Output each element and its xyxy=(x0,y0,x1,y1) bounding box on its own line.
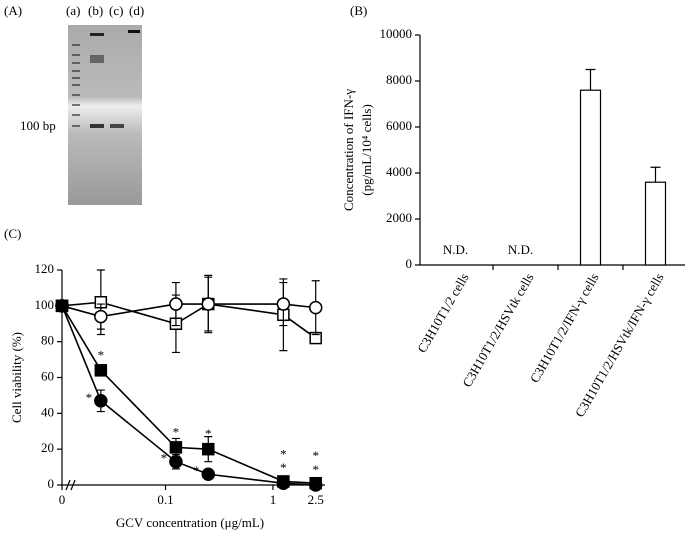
lane-label: (b) xyxy=(88,3,103,18)
y-tick-label: 100 xyxy=(35,297,55,312)
y-tick-label: 0 xyxy=(48,476,55,491)
lane-label: (c) xyxy=(109,3,123,18)
y-tick-label: 6000 xyxy=(386,118,412,133)
band xyxy=(90,55,104,63)
significance-label: * xyxy=(280,446,287,461)
band xyxy=(128,30,140,33)
marker xyxy=(94,364,108,377)
ladder xyxy=(72,44,80,127)
gel-panel: (A) (a) (b) (c) (d) 100 bp xyxy=(4,3,144,205)
panel-label: (C) xyxy=(4,226,21,241)
bar xyxy=(644,181,667,266)
x-tick-label: C3H10T1/2/HSVtk cells xyxy=(459,270,536,389)
value-label: N.D. xyxy=(508,242,533,257)
band xyxy=(90,124,104,128)
significance-label: * xyxy=(161,451,168,466)
x-tick-label: 2.5 xyxy=(308,492,324,507)
y-tick-label: 10000 xyxy=(380,26,413,41)
x-tick-label: C3H10T1/2 cells xyxy=(414,270,472,355)
marker xyxy=(94,394,108,408)
x-tick-label: 0.1 xyxy=(157,492,173,507)
significance-label: * xyxy=(205,426,212,441)
significance-label: * xyxy=(98,347,105,362)
error-bar xyxy=(650,166,661,183)
y-tick-label: 8000 xyxy=(386,72,412,87)
y-tick-label: 20 xyxy=(41,440,54,455)
y-tick-label: 2000 xyxy=(386,210,412,225)
marker xyxy=(169,441,183,454)
y-axis-label: Cell viability (%) xyxy=(9,332,24,423)
y-axis-label: (pg/mL/10⁴ cells) xyxy=(359,104,374,196)
bar xyxy=(579,89,602,266)
x-tick-label: 0 xyxy=(59,492,66,507)
significance-label: * xyxy=(280,460,287,475)
x-tick-label: C3H10T1/2/IFN-γ cells xyxy=(527,270,602,385)
marker xyxy=(201,467,216,481)
panel-label: (B) xyxy=(350,3,367,18)
significance-label: * xyxy=(173,424,180,439)
gel-image xyxy=(68,25,142,205)
marker xyxy=(169,297,183,311)
error-bar xyxy=(585,68,596,91)
significance-label: * xyxy=(312,448,319,463)
significance-label: * xyxy=(193,463,200,478)
y-tick-label: 40 xyxy=(41,404,54,419)
y-axis-label: Concentration of IFN-γ xyxy=(341,89,356,211)
band xyxy=(90,33,104,36)
y-tick-label: 60 xyxy=(41,368,54,383)
panel-label: (A) xyxy=(4,3,22,18)
significance-label: * xyxy=(312,462,319,477)
lane-label: (d) xyxy=(129,3,144,18)
marker xyxy=(201,297,216,311)
marker xyxy=(94,309,108,324)
y-tick-label: 120 xyxy=(35,261,55,276)
value-label: N.D. xyxy=(443,242,468,257)
marker-label: 100 bp xyxy=(20,118,56,133)
marker xyxy=(169,454,183,469)
x-axis-label: GCV concentration (μg/mL) xyxy=(116,515,264,530)
y-tick-label: 0 xyxy=(406,256,413,271)
marker xyxy=(276,297,291,311)
y-tick-label: 4000 xyxy=(386,164,412,179)
axis-break xyxy=(65,479,76,491)
band xyxy=(110,124,124,128)
marker xyxy=(308,478,323,492)
lane-label: (a) xyxy=(66,3,80,18)
y-tick-label: 80 xyxy=(41,333,54,348)
marker xyxy=(55,299,69,313)
significance-label: * xyxy=(86,390,93,405)
marker xyxy=(308,300,323,315)
marker xyxy=(202,442,215,456)
marker xyxy=(276,476,291,490)
x-tick-label: 1 xyxy=(270,492,277,507)
